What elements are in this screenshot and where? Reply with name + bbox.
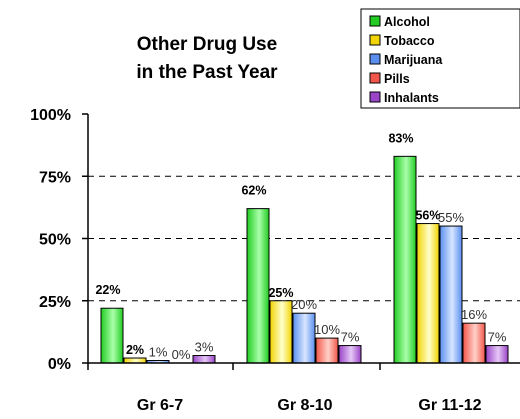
data-label-pills-1: 0% xyxy=(172,347,191,362)
legend-swatch-marijuana xyxy=(369,53,381,65)
chart-title-line-2: in the Past Year xyxy=(136,62,278,83)
category-label-gr-6-7: Gr 6-7 xyxy=(137,397,183,414)
y-axis-ticks: 0% 25% 50% 75% 100% xyxy=(30,107,88,373)
data-label-marijuana-3: 55% xyxy=(438,210,464,225)
bar-inhalants-2 xyxy=(338,345,362,364)
bar-alcohol-3 xyxy=(393,155,417,364)
legend-swatch-inhalants xyxy=(369,91,381,103)
legend-label-marijuana: Marijuana xyxy=(384,53,443,67)
legend-swatch-tobacco xyxy=(369,34,381,46)
bar-inhalants-1 xyxy=(192,355,216,364)
data-label-inhalants-2: 7% xyxy=(341,330,360,345)
data-label-alcohol-2: 62% xyxy=(241,184,266,198)
data-label-alcohol-1: 22% xyxy=(95,283,120,297)
data-label-marijuana-2: 20% xyxy=(291,297,317,312)
bar-tobacco-3 xyxy=(416,223,440,364)
bars xyxy=(100,155,509,364)
y-tick-label: 100% xyxy=(30,107,71,124)
legend-label-pills: Pills xyxy=(384,72,410,86)
y-tick-label: 0% xyxy=(48,356,71,373)
bar-tobacco-2 xyxy=(269,300,293,364)
data-label-marijuana-1: 1% xyxy=(149,345,168,360)
legend-label-tobacco: Tobacco xyxy=(384,34,435,48)
legend-label-inhalants: Inhalants xyxy=(384,91,439,105)
data-label-inhalants-3: 7% xyxy=(488,330,507,345)
bar-inhalants-3 xyxy=(485,345,509,364)
data-label-pills-3: 16% xyxy=(461,307,487,322)
legend-box xyxy=(360,8,520,109)
data-label-inhalants-1: 3% xyxy=(195,340,214,355)
bar-pills-2 xyxy=(315,337,339,364)
legend-swatch-alcohol xyxy=(369,15,381,27)
legend-swatch-pills xyxy=(369,72,381,84)
data-labels: 22%2% 1% 0% 3%62%25%20%10% 7%83%56%55%16%7% xyxy=(95,131,506,362)
category-label-gr-11-12: Gr 11-12 xyxy=(418,397,481,414)
bar-pills-3 xyxy=(462,322,486,364)
bar-marijuana-3 xyxy=(439,225,463,364)
y-tick-label: 25% xyxy=(39,294,71,311)
chart-title-line-1: Other Drug Use xyxy=(137,34,277,55)
data-label-tobacco-1: 2% xyxy=(126,343,144,357)
category-label-gr-8-10: Gr 8-10 xyxy=(277,397,332,414)
bar-marijuana-2 xyxy=(292,312,316,364)
data-label-tobacco-2: 25% xyxy=(268,286,293,300)
bar-alcohol-2 xyxy=(246,208,270,364)
data-label-tobacco-3: 56% xyxy=(415,209,440,223)
gridlines xyxy=(88,175,520,302)
y-tick-label: 50% xyxy=(39,232,71,249)
legend: Alcohol Tobacco Marijuana Pills Inhalants xyxy=(360,8,520,109)
y-tick-label: 75% xyxy=(39,169,71,186)
data-label-pills-2: 10% xyxy=(314,322,340,337)
legend-label-alcohol: Alcohol xyxy=(384,15,430,29)
bar-alcohol-1 xyxy=(100,307,124,364)
data-label-alcohol-3: 83% xyxy=(388,131,413,145)
axes xyxy=(87,114,520,370)
